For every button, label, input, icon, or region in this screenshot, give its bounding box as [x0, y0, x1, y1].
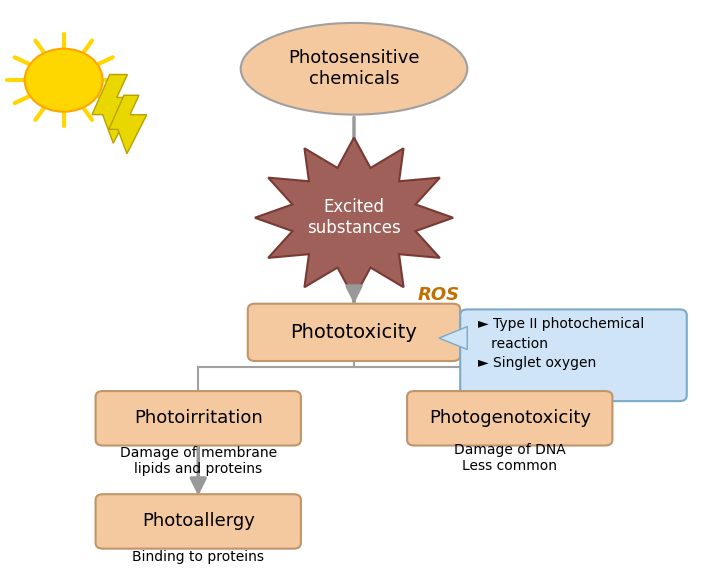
- Text: Damage of membrane
lipids and proteins: Damage of membrane lipids and proteins: [120, 446, 277, 476]
- Text: ROS: ROS: [418, 286, 460, 304]
- Text: Photoirritation: Photoirritation: [134, 409, 263, 427]
- Text: Excited
substances: Excited substances: [307, 198, 401, 237]
- FancyBboxPatch shape: [460, 309, 687, 401]
- FancyBboxPatch shape: [407, 391, 612, 446]
- Polygon shape: [109, 95, 147, 154]
- Text: Damage of DNA
Less common: Damage of DNA Less common: [454, 444, 566, 473]
- FancyBboxPatch shape: [248, 304, 460, 361]
- Polygon shape: [92, 74, 137, 143]
- FancyBboxPatch shape: [96, 391, 301, 446]
- Polygon shape: [439, 327, 467, 350]
- Text: Binding to proteins: Binding to proteins: [132, 550, 264, 564]
- Polygon shape: [255, 138, 453, 298]
- Circle shape: [25, 49, 103, 112]
- FancyBboxPatch shape: [96, 494, 301, 549]
- Text: Photogenotoxicity: Photogenotoxicity: [429, 409, 590, 427]
- Text: Photoallergy: Photoallergy: [142, 512, 255, 531]
- Text: Phototoxicity: Phototoxicity: [290, 323, 418, 342]
- Ellipse shape: [241, 23, 467, 115]
- Text: ► Type II photochemical
   reaction
► Singlet oxygen: ► Type II photochemical reaction ► Singl…: [478, 317, 644, 370]
- Text: Photosensitive
chemicals: Photosensitive chemicals: [288, 49, 420, 88]
